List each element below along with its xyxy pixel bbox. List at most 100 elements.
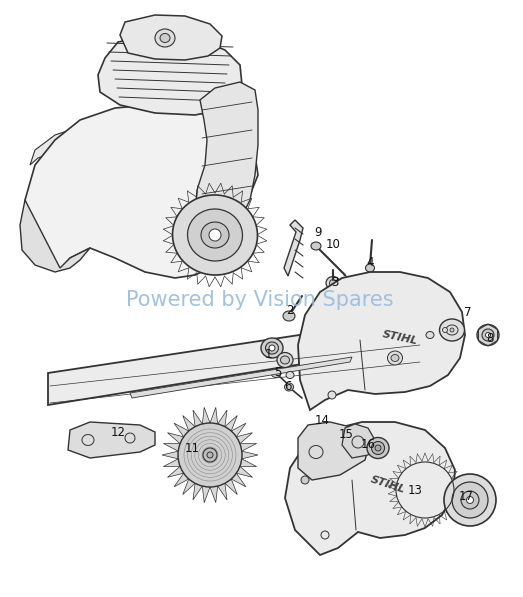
Text: 7: 7 bbox=[464, 306, 472, 319]
Ellipse shape bbox=[188, 209, 243, 261]
Ellipse shape bbox=[375, 445, 381, 451]
Text: 9: 9 bbox=[314, 226, 322, 238]
Text: 14: 14 bbox=[314, 414, 329, 426]
Text: 6: 6 bbox=[284, 380, 292, 392]
Ellipse shape bbox=[266, 342, 279, 354]
Ellipse shape bbox=[155, 29, 175, 47]
Ellipse shape bbox=[426, 331, 434, 338]
Polygon shape bbox=[174, 473, 189, 487]
Ellipse shape bbox=[269, 345, 275, 351]
Text: 2: 2 bbox=[286, 303, 294, 316]
Ellipse shape bbox=[367, 438, 389, 458]
Polygon shape bbox=[48, 316, 462, 405]
Text: 8: 8 bbox=[486, 331, 494, 344]
Polygon shape bbox=[193, 484, 202, 500]
Text: 12: 12 bbox=[110, 426, 126, 439]
Ellipse shape bbox=[261, 338, 283, 358]
Ellipse shape bbox=[328, 391, 336, 399]
Text: 5: 5 bbox=[274, 367, 282, 380]
Ellipse shape bbox=[442, 328, 448, 333]
Polygon shape bbox=[298, 422, 370, 480]
Polygon shape bbox=[167, 433, 184, 444]
Text: 13: 13 bbox=[407, 484, 423, 497]
Text: 1: 1 bbox=[264, 349, 272, 362]
Polygon shape bbox=[218, 484, 227, 500]
Polygon shape bbox=[225, 416, 237, 431]
Polygon shape bbox=[210, 407, 218, 424]
Ellipse shape bbox=[371, 442, 384, 454]
Text: 3: 3 bbox=[331, 276, 339, 290]
Ellipse shape bbox=[391, 355, 399, 362]
Text: STIHL: STIHL bbox=[369, 475, 407, 496]
Polygon shape bbox=[130, 357, 352, 398]
Polygon shape bbox=[163, 444, 180, 451]
Polygon shape bbox=[225, 479, 237, 494]
Ellipse shape bbox=[326, 276, 340, 290]
Ellipse shape bbox=[450, 328, 454, 332]
Ellipse shape bbox=[388, 351, 403, 365]
Text: 10: 10 bbox=[325, 238, 340, 251]
Polygon shape bbox=[218, 410, 227, 427]
Text: Powered by Vision Spares: Powered by Vision Spares bbox=[126, 290, 394, 310]
Polygon shape bbox=[285, 422, 455, 555]
Polygon shape bbox=[240, 459, 257, 466]
Text: STIHL: STIHL bbox=[381, 330, 419, 347]
Polygon shape bbox=[167, 466, 184, 478]
Ellipse shape bbox=[283, 311, 295, 321]
Polygon shape bbox=[342, 424, 375, 458]
Ellipse shape bbox=[285, 383, 293, 391]
Polygon shape bbox=[162, 451, 178, 459]
Polygon shape bbox=[98, 35, 242, 115]
Ellipse shape bbox=[173, 195, 257, 275]
Ellipse shape bbox=[485, 333, 491, 337]
Ellipse shape bbox=[280, 356, 290, 364]
Polygon shape bbox=[163, 459, 180, 466]
Polygon shape bbox=[183, 416, 195, 431]
Ellipse shape bbox=[482, 329, 494, 341]
Polygon shape bbox=[202, 407, 210, 424]
Ellipse shape bbox=[461, 491, 479, 509]
Ellipse shape bbox=[277, 352, 293, 368]
Polygon shape bbox=[30, 122, 175, 165]
Ellipse shape bbox=[203, 448, 217, 462]
Polygon shape bbox=[231, 423, 246, 437]
Polygon shape bbox=[120, 15, 222, 60]
Ellipse shape bbox=[160, 33, 170, 42]
Ellipse shape bbox=[439, 319, 464, 341]
Ellipse shape bbox=[467, 497, 473, 503]
Ellipse shape bbox=[452, 482, 488, 518]
Text: 16: 16 bbox=[360, 438, 376, 451]
Ellipse shape bbox=[311, 242, 321, 250]
Ellipse shape bbox=[271, 368, 281, 377]
Text: 11: 11 bbox=[185, 442, 199, 454]
Ellipse shape bbox=[329, 279, 336, 287]
Polygon shape bbox=[193, 410, 202, 427]
Text: 4: 4 bbox=[366, 257, 374, 269]
Polygon shape bbox=[195, 82, 258, 232]
Text: 15: 15 bbox=[338, 427, 354, 441]
Ellipse shape bbox=[286, 371, 294, 378]
Ellipse shape bbox=[207, 452, 213, 458]
Polygon shape bbox=[236, 433, 253, 444]
Polygon shape bbox=[284, 220, 303, 276]
Polygon shape bbox=[202, 486, 210, 503]
Polygon shape bbox=[242, 451, 258, 459]
Polygon shape bbox=[25, 105, 258, 278]
Ellipse shape bbox=[444, 474, 496, 526]
Polygon shape bbox=[298, 272, 465, 410]
Ellipse shape bbox=[301, 476, 309, 484]
Text: 17: 17 bbox=[459, 490, 473, 503]
Ellipse shape bbox=[477, 325, 499, 346]
Polygon shape bbox=[183, 479, 195, 494]
Ellipse shape bbox=[366, 264, 374, 272]
Ellipse shape bbox=[178, 423, 242, 487]
Polygon shape bbox=[20, 200, 90, 272]
Ellipse shape bbox=[209, 229, 221, 241]
Polygon shape bbox=[68, 422, 155, 458]
Polygon shape bbox=[240, 444, 257, 451]
Polygon shape bbox=[236, 466, 253, 478]
Polygon shape bbox=[210, 486, 218, 503]
Polygon shape bbox=[231, 473, 246, 487]
Polygon shape bbox=[174, 423, 189, 437]
Ellipse shape bbox=[201, 222, 229, 248]
